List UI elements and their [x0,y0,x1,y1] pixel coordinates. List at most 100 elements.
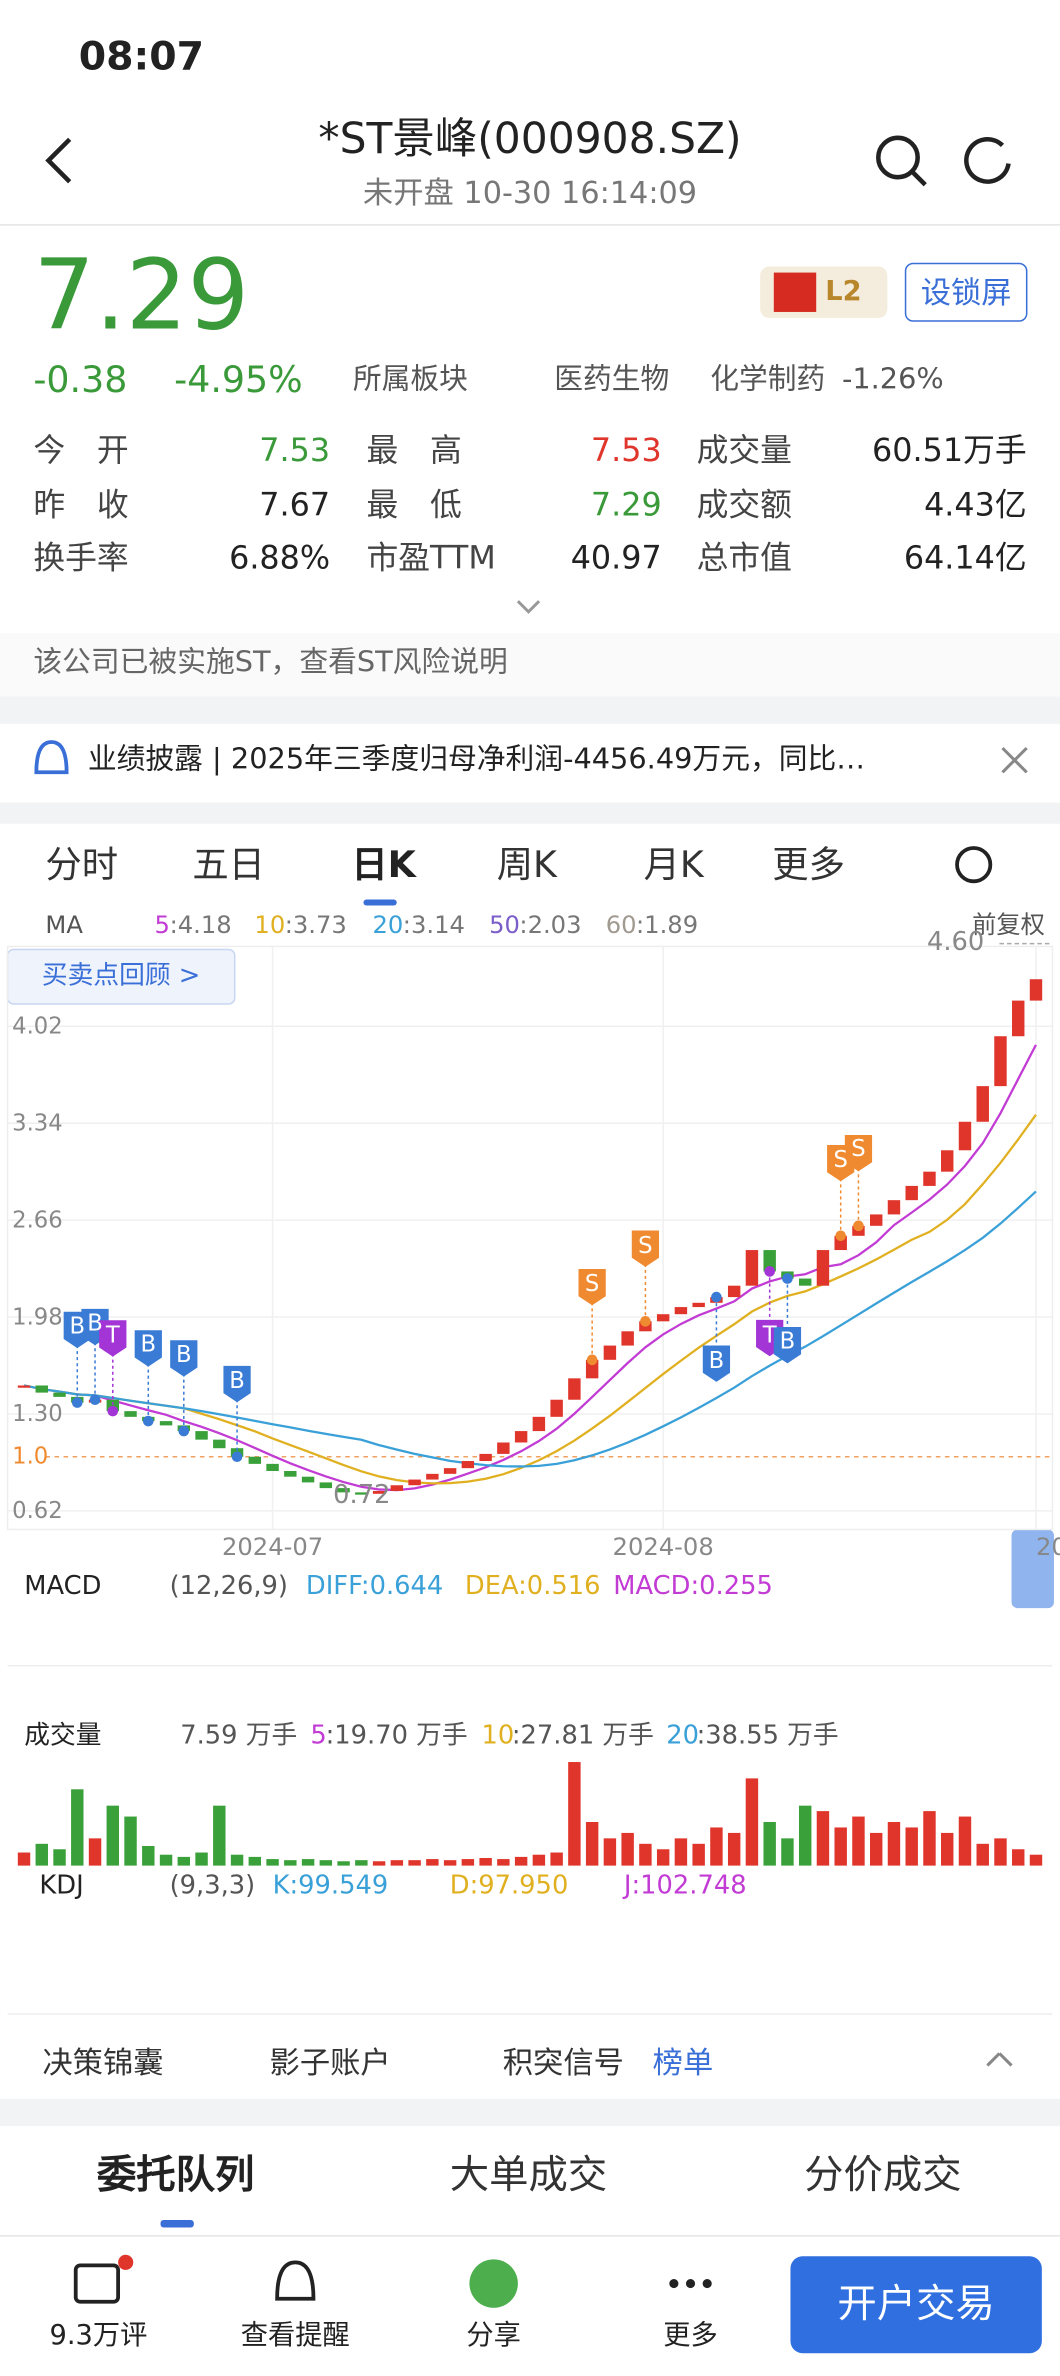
chart-tab[interactable]: 周K [496,843,557,886]
refresh-icon[interactable] [964,137,1011,184]
candle [53,1392,66,1397]
candle [461,1461,475,1469]
candle [568,1378,581,1400]
chart-tab[interactable]: 更多 [772,843,845,886]
search-icon[interactable] [876,135,920,180]
stat-value: 7.53 [590,432,662,469]
ma-line [23,1044,1037,1492]
tool[interactable]: 积突信号 [502,2044,624,2081]
signal-label: B [140,1330,157,1359]
sector-label[interactable]: 所属板块 [352,362,468,396]
candle [674,1307,688,1315]
candle [745,1250,759,1286]
candle [337,1488,350,1493]
signal-flag [134,1330,162,1367]
collapse-icon[interactable] [986,2052,1013,2067]
close-icon[interactable] [1001,746,1028,774]
signal-dot [178,1425,190,1437]
trade-button[interactable] [790,2256,1042,2354]
signal-label: B [176,1340,192,1369]
bottom-tab[interactable]: 大单成交 [449,2153,608,2199]
volume-bar [763,1822,776,1866]
settings-icon[interactable] [955,846,993,884]
min-label: 0.72 [333,1480,391,1512]
volume-bar [887,1822,901,1866]
chart-tab[interactable]: 月K [643,843,704,886]
signal-flag [170,1340,198,1377]
alert-icon[interactable] [275,2260,316,2301]
chart-tab[interactable]: 五日 [192,843,266,886]
side-toggle[interactable] [1011,1529,1054,1609]
candle [497,1442,510,1454]
industry[interactable]: 化学制药 [710,362,826,396]
chart-tab[interactable]: 日K [351,843,416,886]
tool[interactable]: 榜单 [652,2044,714,2081]
candle [426,1473,439,1480]
volume-bar [35,1843,48,1866]
lock-button[interactable] [904,262,1028,322]
candle [266,1463,279,1471]
volume-bar [816,1811,830,1866]
st-notice[interactable]: 该公司已被实施ST，查看ST风险说明 [33,645,508,680]
news[interactable]: 业绩披露 | 2025年三季度归母净利润-4456.49万元，同比… [87,742,866,777]
volume-bar [568,1762,581,1866]
candle [656,1314,670,1322]
trade-button-text[interactable]: 开户交易 [837,2282,995,2328]
expand-icon[interactable] [516,600,541,614]
stat-value: 7.53 [259,432,331,469]
candle [319,1482,333,1489]
volume-bar [319,1860,333,1866]
candle [816,1250,830,1286]
stat-value: 6.88% [229,539,331,577]
chart-tab[interactable]: 分时 [45,843,119,886]
more-icon[interactable] [669,2279,679,2289]
ma-name: 5 [154,910,170,939]
nav-label[interactable]: 分享 [466,2319,521,2352]
ma-label: MA [45,910,83,939]
volume-bar [781,1838,794,1866]
tab-indicator [160,2219,194,2228]
badge-text: L2 [825,275,862,308]
signal-flag [578,1268,606,1306]
tool[interactable]: 决策锦囊 [42,2044,164,2081]
stat-label: 市盈TTM [366,539,496,577]
volume-bar [514,1856,528,1866]
signal-label: S [851,1135,866,1163]
x-tick-label: 2024-07 [221,1532,324,1562]
lock-button-text[interactable]: 设锁屏 [920,274,1012,311]
ma-value: :4.18 [169,910,232,939]
volume-bar [195,1852,208,1866]
candle [550,1399,563,1417]
nav-label[interactable]: 更多 [663,2319,718,2352]
gap [0,2098,1060,2127]
signal-flag [844,1134,873,1172]
volume-bar [301,1859,315,1866]
nav-label[interactable]: 查看提醒 [240,2319,350,2352]
sector[interactable]: 医药生物 [554,362,670,396]
volume-bar [142,1845,155,1866]
y-tick-label: 2.66 [12,1205,63,1233]
ma-name: 60 [605,910,637,939]
review-button-text[interactable]: 买卖点回顾 > [41,960,201,992]
more-icon [685,2279,696,2289]
back-icon[interactable] [45,137,72,184]
candle [763,1250,776,1272]
tool[interactable]: 影子账户 [269,2044,391,2081]
share-icon[interactable] [469,2259,518,2308]
stock-title: *ST景峰(000908.SZ) [318,113,742,164]
volume-bar [869,1832,883,1866]
stat-value: 7.67 [259,486,331,523]
volume-bar [479,1857,492,1866]
nav-label[interactable]: 9.3万评 [49,2319,148,2352]
volume-bar [798,1805,812,1866]
signal-dot [711,1291,722,1303]
volume-bar [674,1838,688,1866]
comment-icon[interactable] [73,2263,121,2304]
bottom-tab[interactable]: 委托队列 [96,2153,255,2199]
macd-dea: DEA:0.516 [464,1571,601,1602]
volume-bar [852,1816,865,1866]
bottom-tab[interactable]: 分价成交 [804,2153,962,2199]
volume-bar [177,1856,191,1866]
